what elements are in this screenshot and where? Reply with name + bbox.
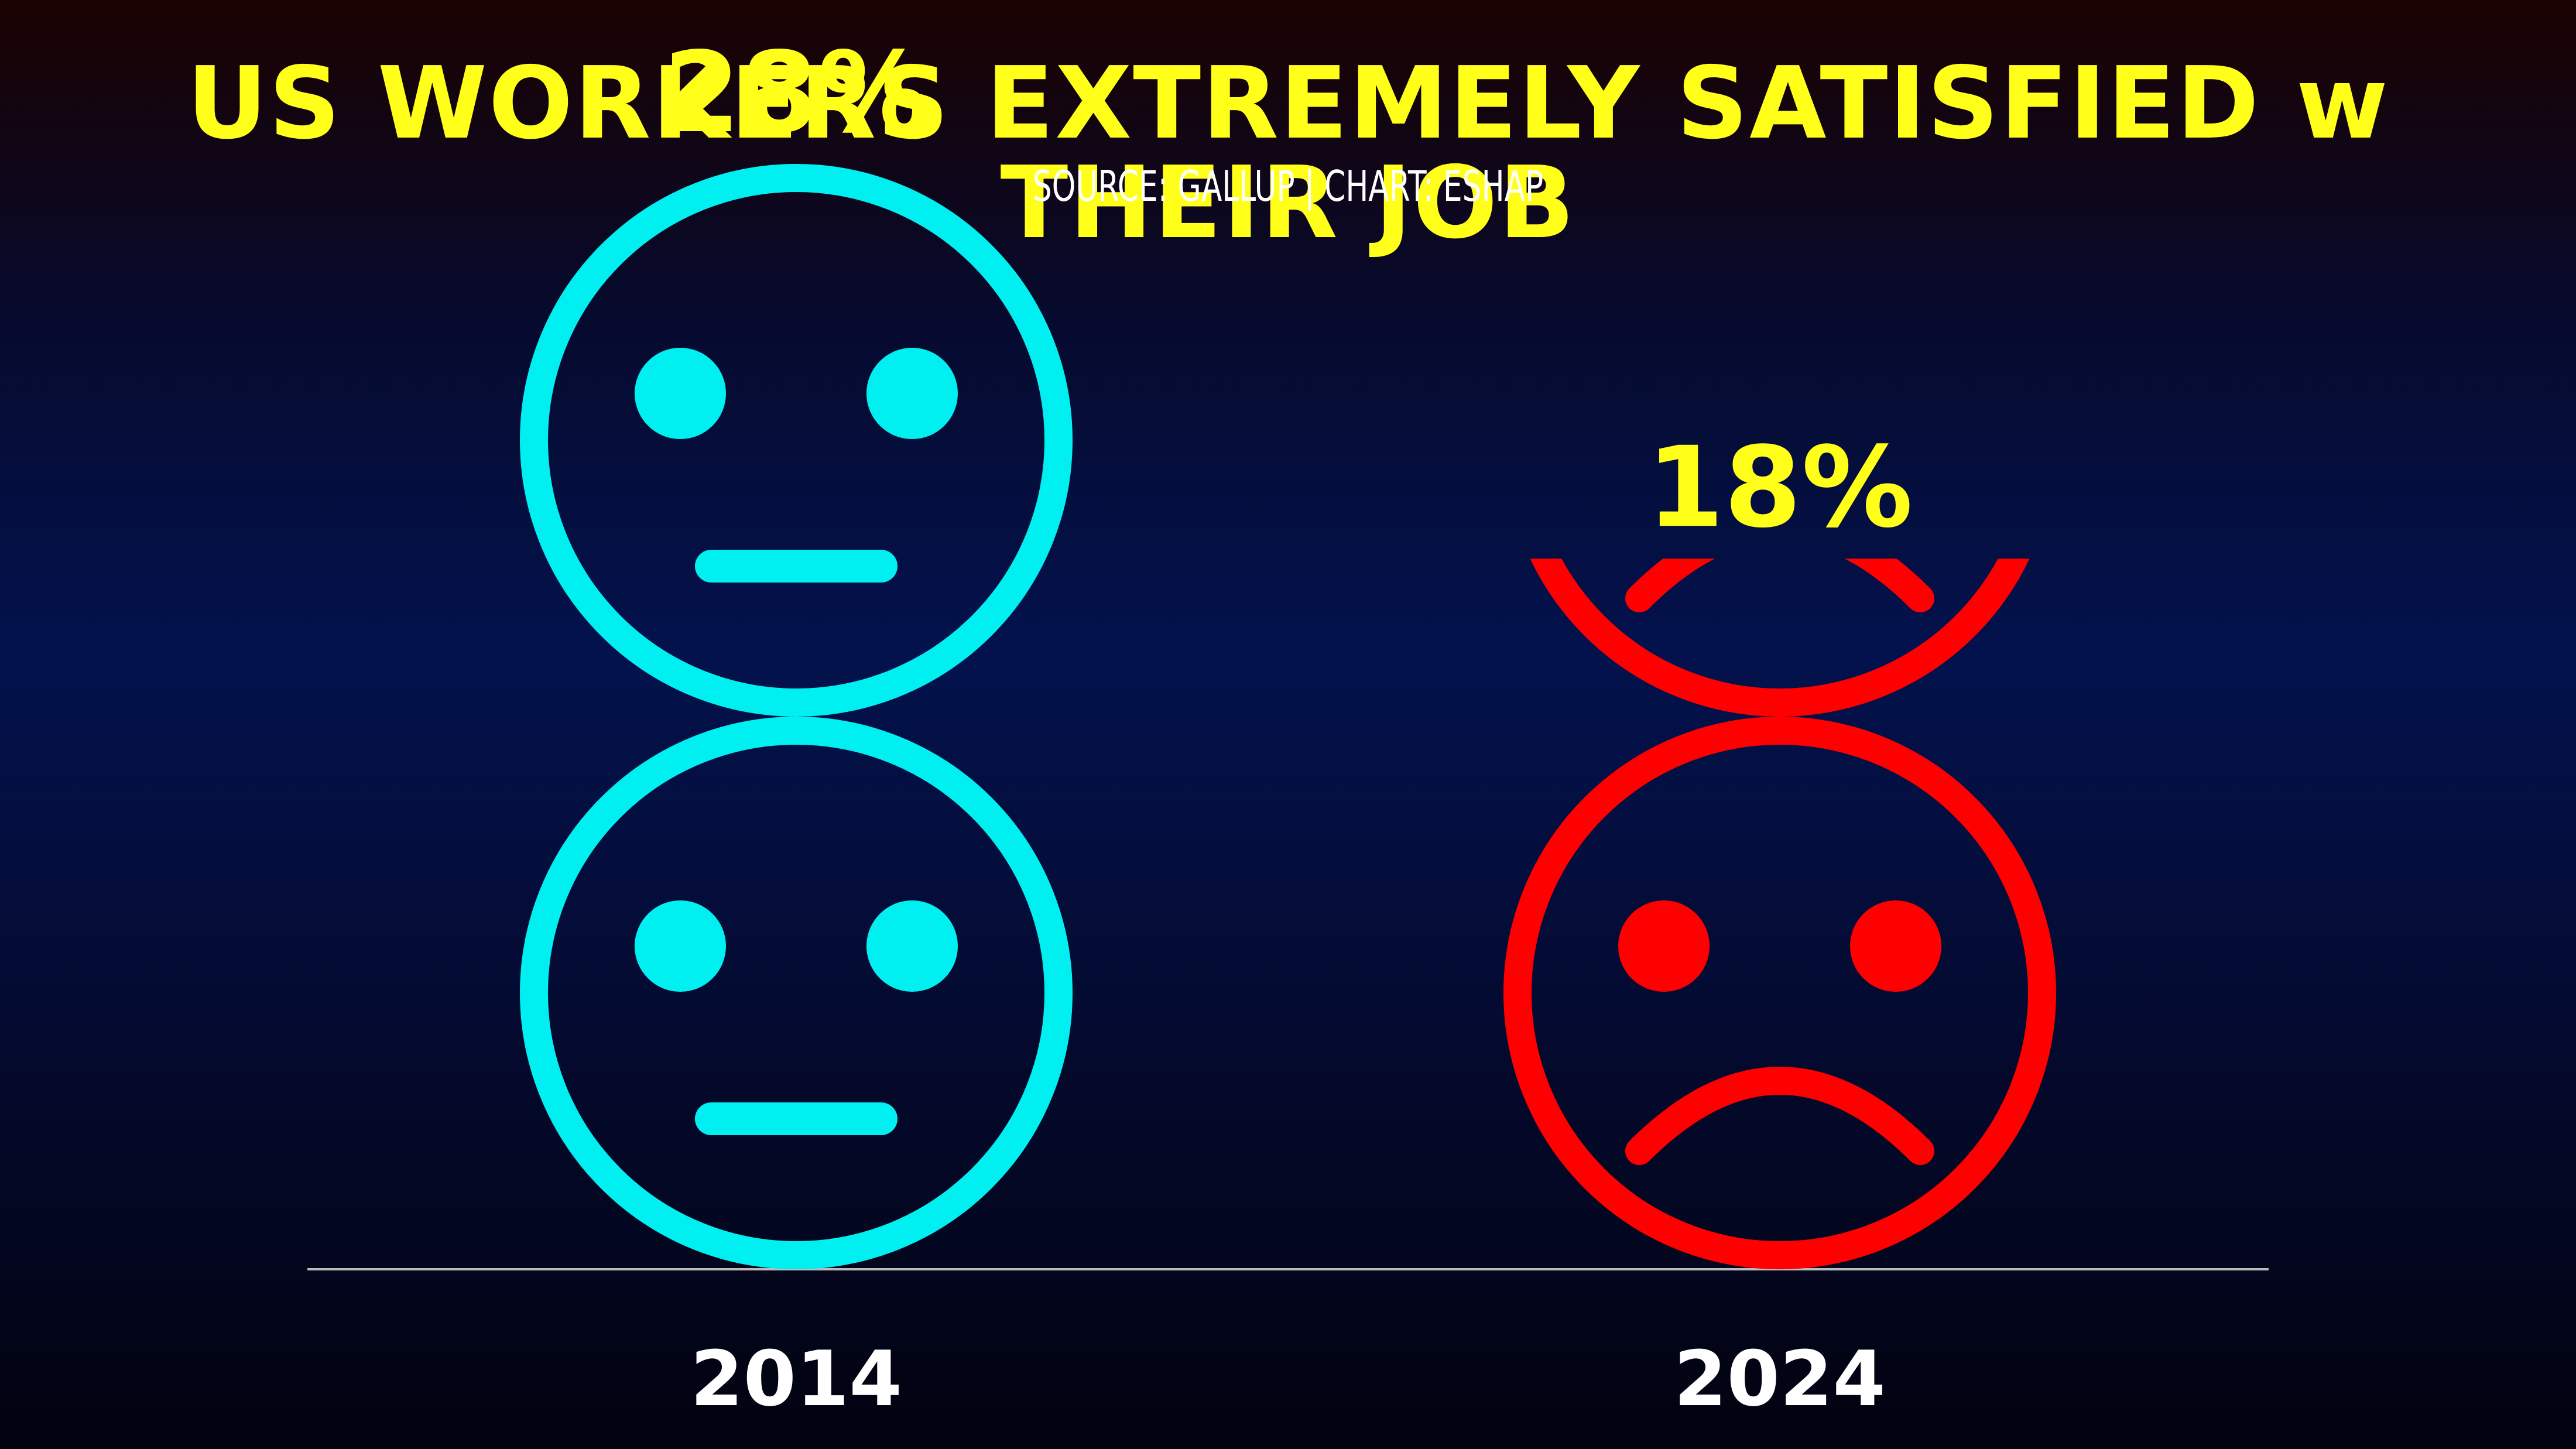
pictogram-bar-2014 (520, 164, 1073, 1269)
sad-face-icon (1530, 559, 2030, 717)
value-label: 28% (663, 28, 930, 157)
chart-title: US WORKERS EXTREMELY SATISFIED w THEIR J… (187, 46, 2389, 261)
neutral-face-icon (520, 164, 1073, 717)
sad-face-icon (1503, 717, 2056, 1269)
pictogram-bar-2024 (1503, 559, 2056, 1269)
category-label: 2014 (690, 1334, 902, 1423)
category-label: 2024 (1674, 1334, 1886, 1423)
value-label: 18% (1647, 423, 1913, 552)
chart-subtitle: SOURCE: GALLUP | CHART: ESHAP (1032, 162, 1544, 211)
neutral-face-icon (520, 717, 1073, 1269)
